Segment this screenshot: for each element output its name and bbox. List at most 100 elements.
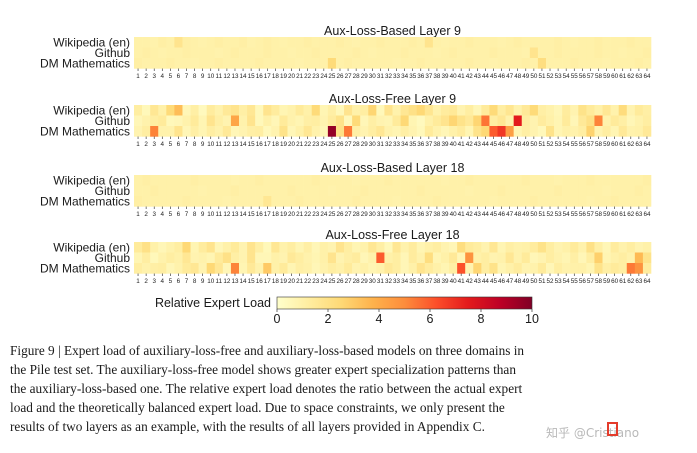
heat-cell-p1-r2-e1 bbox=[134, 47, 143, 59]
tick-label-p1-e48: 48 bbox=[514, 73, 522, 80]
heat-cell-p2-r1-e33 bbox=[392, 105, 401, 116]
heat-cell-p3-r2-e8 bbox=[190, 185, 199, 197]
tick-label-p4-e40: 40 bbox=[450, 278, 458, 285]
heat-cell-p3-r3-e48 bbox=[513, 196, 523, 207]
heat-cell-p3-r2-e52 bbox=[545, 185, 555, 197]
heat-cell-p2-r1-e11 bbox=[214, 105, 224, 116]
tick-label-p4-e9: 9 bbox=[201, 278, 205, 285]
heat-cell-p3-r1-e31 bbox=[376, 175, 385, 186]
heat-cell-p4-r2-e49 bbox=[521, 252, 531, 264]
domain-label-p4-1: Wikipedia (en) bbox=[53, 240, 130, 254]
tick-label-p2-e19: 19 bbox=[280, 141, 288, 148]
heat-cell-p3-r1-e62 bbox=[626, 175, 636, 186]
heat-cell-p4-r1-e13 bbox=[230, 242, 240, 253]
heat-cell-p1-r3-e64 bbox=[642, 58, 652, 69]
heat-cell-p3-r3-e9 bbox=[198, 196, 208, 207]
heat-cell-p4-r2-e7 bbox=[182, 252, 191, 264]
heat-cell-p3-r3-e38 bbox=[432, 196, 442, 207]
heat-cell-p3-r2-e15 bbox=[247, 185, 256, 197]
heat-cell-p1-r1-e55 bbox=[570, 37, 579, 48]
heat-cell-p2-r2-e14 bbox=[239, 115, 248, 127]
tick-label-p1-e24: 24 bbox=[320, 73, 328, 80]
heat-cell-p4-r3-e29 bbox=[360, 263, 369, 274]
heat-cell-p2-r3-e21 bbox=[295, 126, 304, 137]
heat-cell-p1-r1-e48 bbox=[513, 37, 523, 48]
heat-cell-p1-r1-e21 bbox=[295, 37, 304, 48]
heat-cell-p1-r3-e58 bbox=[594, 58, 603, 69]
heat-cell-p3-r1-e18 bbox=[271, 175, 280, 186]
heat-cell-p4-r1-e28 bbox=[352, 242, 361, 253]
heat-cell-p2-r1-e44 bbox=[481, 105, 490, 116]
heat-cell-p1-r1-e58 bbox=[594, 37, 603, 48]
heat-cell-p3-r2-e25 bbox=[327, 185, 337, 197]
tick-label-p2-e38: 38 bbox=[433, 141, 441, 148]
heat-cell-p1-r1-e61 bbox=[618, 37, 628, 48]
heat-cell-p4-r3-e51 bbox=[537, 263, 547, 274]
tick-label-p4-e55: 55 bbox=[571, 278, 579, 285]
tick-label-p3-e12: 12 bbox=[223, 211, 231, 218]
heat-cell-p4-r1-e55 bbox=[570, 242, 579, 253]
heat-cell-p1-r2-e13 bbox=[230, 47, 240, 59]
heat-cell-p1-r1-e20 bbox=[287, 37, 296, 48]
heat-cell-p2-r1-e48 bbox=[513, 105, 523, 116]
tick-label-p1-e40: 40 bbox=[450, 73, 458, 80]
heat-cell-p4-r1-e23 bbox=[311, 242, 321, 253]
heat-cell-p1-r2-e9 bbox=[198, 47, 208, 59]
tick-label-p4-e58: 58 bbox=[595, 278, 603, 285]
heat-cell-p4-r1-e49 bbox=[521, 242, 531, 253]
heat-cell-p4-r2-e42 bbox=[465, 252, 474, 264]
heat-cell-p3-r3-e63 bbox=[634, 196, 644, 207]
tick-label-p3-e44: 44 bbox=[482, 211, 490, 218]
tick-label-p1-e47: 47 bbox=[506, 73, 514, 80]
tick-label-p1-e55: 55 bbox=[571, 73, 579, 80]
heat-cell-p3-r1-e49 bbox=[521, 175, 531, 186]
tick-label-p4-e22: 22 bbox=[304, 278, 312, 285]
heat-cell-p1-r1-e52 bbox=[545, 37, 555, 48]
tick-label-p2-e59: 59 bbox=[603, 141, 611, 148]
heat-cell-p1-r2-e19 bbox=[279, 47, 288, 59]
heat-cell-p3-r3-e22 bbox=[303, 196, 313, 207]
tick-label-p4-e61: 61 bbox=[619, 278, 627, 285]
heat-cell-p1-r2-e42 bbox=[465, 47, 474, 59]
colorbar-tick-label-6: 6 bbox=[427, 312, 434, 326]
heat-cell-p4-r1-e14 bbox=[239, 242, 248, 253]
heat-cell-p1-r2-e60 bbox=[610, 47, 619, 59]
heat-cell-p4-r2-e27 bbox=[344, 252, 353, 264]
heat-cell-p3-r3-e7 bbox=[182, 196, 191, 207]
tick-label-p3-e17: 17 bbox=[264, 211, 272, 218]
heat-cell-p4-r3-e6 bbox=[174, 263, 183, 274]
tick-label-p1-e27: 27 bbox=[345, 73, 353, 80]
heat-cell-p1-r1-e3 bbox=[150, 37, 159, 48]
tick-label-p4-e24: 24 bbox=[320, 278, 328, 285]
heat-cell-p4-r3-e40 bbox=[449, 263, 458, 274]
heat-cell-p4-r3-e18 bbox=[271, 263, 280, 274]
tick-label-p4-e49: 49 bbox=[522, 278, 530, 285]
heat-cell-p3-r2-e23 bbox=[311, 185, 321, 197]
heat-cell-p2-r2-e62 bbox=[626, 115, 636, 127]
heat-cell-p3-r1-e46 bbox=[497, 175, 506, 186]
tick-label-p2-e56: 56 bbox=[579, 141, 587, 148]
tick-label-p2-e52: 52 bbox=[547, 141, 555, 148]
heat-cell-p4-r1-e31 bbox=[376, 242, 385, 253]
tick-label-p4-e59: 59 bbox=[603, 278, 611, 285]
tick-label-p1-e20: 20 bbox=[288, 73, 296, 80]
heat-cell-p3-r2-e17 bbox=[263, 185, 272, 197]
heat-cell-p4-r3-e5 bbox=[166, 263, 175, 274]
heat-cell-p4-r3-e38 bbox=[432, 263, 442, 274]
tick-label-p4-e2: 2 bbox=[144, 278, 148, 285]
heat-cell-p3-r3-e2 bbox=[142, 196, 151, 207]
heat-cell-p1-r2-e64 bbox=[642, 47, 652, 59]
heat-cell-p4-r2-e28 bbox=[352, 252, 361, 264]
tick-label-p2-e64: 64 bbox=[643, 141, 651, 148]
tick-label-p4-e54: 54 bbox=[563, 278, 571, 285]
heat-cell-p2-r1-e45 bbox=[489, 105, 498, 116]
heat-cell-p3-r3-e29 bbox=[360, 196, 369, 207]
heat-cell-p2-r2-e15 bbox=[247, 115, 256, 127]
heat-cell-p1-r2-e62 bbox=[626, 47, 636, 59]
heat-cell-p3-r1-e23 bbox=[311, 175, 321, 186]
heat-cell-p2-r3-e50 bbox=[529, 126, 539, 137]
domain-label-p1-1: Wikipedia (en) bbox=[53, 35, 130, 49]
heat-cell-p1-r3-e34 bbox=[400, 58, 409, 69]
heat-cell-p1-r2-e21 bbox=[295, 47, 304, 59]
tick-label-p4-e45: 45 bbox=[490, 278, 498, 285]
